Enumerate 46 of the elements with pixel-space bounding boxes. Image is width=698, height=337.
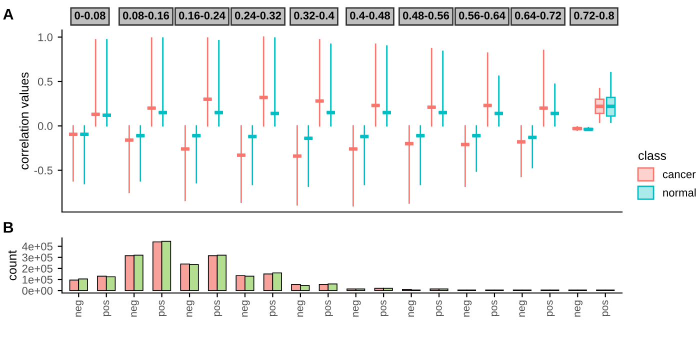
y-axis-title: count xyxy=(8,250,17,280)
x-tick-label: pos xyxy=(325,300,333,316)
y-axis-title: correlation values xyxy=(19,72,29,170)
y-tick-label: 0.0 xyxy=(38,122,53,130)
x-tick-label: pos xyxy=(103,300,112,316)
x-tick-label: 0.56-0.64 xyxy=(458,12,506,20)
legend-label: normal xyxy=(663,188,696,197)
x-tick-label: pos xyxy=(492,300,500,316)
x-tick-label: neg xyxy=(464,300,472,317)
x-tick-label: 0.4-0.48 xyxy=(350,12,390,20)
x-tick-label: neg xyxy=(186,300,194,317)
y-tick-label: 1.0 xyxy=(38,33,53,42)
y-tick-label: 3e+05 xyxy=(22,254,53,262)
x-tick-label: 0.24-0.32 xyxy=(234,12,282,20)
x-tick-label: 0.48-0.56 xyxy=(402,12,450,20)
x-tick-label: 0.08-0.16 xyxy=(122,12,170,20)
x-tick-label: 0.16-0.24 xyxy=(178,12,226,20)
x-tick-label: pos xyxy=(547,300,555,316)
x-tick-label: pos xyxy=(158,300,167,316)
x-tick-label: pos xyxy=(214,300,222,316)
legend-label: cancer xyxy=(662,172,696,178)
x-tick-label: 0.32-0.4 xyxy=(294,12,334,20)
x-tick-label: neg xyxy=(352,300,361,317)
x-tick-label: neg xyxy=(519,300,528,317)
y-tick-label: 0.5 xyxy=(38,78,53,86)
x-tick-label: 0.72-0.8 xyxy=(574,12,614,20)
y-tick-label: 4e+05 xyxy=(22,242,53,250)
legend-title: class xyxy=(638,150,666,160)
text: A xyxy=(3,9,14,20)
x-tick-label: neg xyxy=(76,300,84,317)
x-tick-label: neg xyxy=(408,300,416,317)
text: B xyxy=(4,222,14,233)
y-tick-label: 0e+00 xyxy=(22,286,53,295)
x-tick-label: 0-0.08 xyxy=(74,12,106,20)
y-tick-label: 2e+05 xyxy=(22,264,53,273)
x-tick-label: pos xyxy=(602,300,610,316)
x-tick-label: pos xyxy=(380,300,388,316)
x-tick-label: neg xyxy=(131,300,139,317)
y-tick-label: -0.5 xyxy=(34,166,53,174)
x-tick-label: pos xyxy=(436,300,444,316)
y-tick-label: 1e+05 xyxy=(22,276,53,284)
x-tick-label: pos xyxy=(270,300,278,316)
x-tick-label: 0.64-0.72 xyxy=(514,12,562,20)
x-tick-label: neg xyxy=(298,300,306,317)
x-tick-label: neg xyxy=(242,300,250,317)
x-tick-label: neg xyxy=(574,300,582,317)
